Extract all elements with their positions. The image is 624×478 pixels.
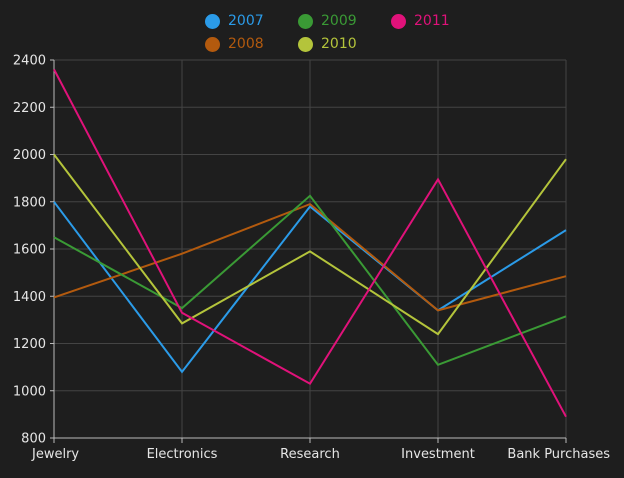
y-tick-label: 800 <box>21 432 46 447</box>
legend-marker-icon <box>205 13 220 29</box>
legend-item-2010[interactable]: 2010 <box>298 34 357 54</box>
y-tick-label: 1200 <box>13 337 46 352</box>
series-line-2011 <box>53 68 567 418</box>
legend-marker-icon <box>298 36 313 52</box>
y-tick-label: 2400 <box>13 54 46 69</box>
legend-label: 2009 <box>321 13 357 29</box>
y-tick-label: 2000 <box>13 148 46 163</box>
y-tick-label: 2200 <box>13 101 46 116</box>
x-tick-label: Jewelry <box>31 447 79 462</box>
y-tick-label: 1800 <box>13 195 46 210</box>
legend-label: 2010 <box>321 36 357 52</box>
legend-label: 2011 <box>414 13 450 29</box>
x-tick-label: Bank Purchases <box>507 447 610 462</box>
legend-marker-icon <box>298 13 313 29</box>
legend-label: 2007 <box>228 13 264 29</box>
series-line-2007 <box>53 201 567 374</box>
y-tick-label: 1600 <box>13 243 46 258</box>
x-tick-label: Electronics <box>147 447 218 462</box>
series-line-2010 <box>53 153 567 336</box>
series-line-2009 <box>53 194 567 367</box>
chart-legend: 2007 2008 2009 2010 2011 <box>0 0 624 56</box>
legend-item-2009[interactable]: 2009 <box>298 11 357 31</box>
x-tick-label: Research <box>280 447 340 462</box>
x-tick-label: Investment <box>401 447 475 462</box>
legend-item-2011[interactable]: 2011 <box>391 11 450 31</box>
y-tick-label: 1000 <box>13 384 46 399</box>
legend-marker-icon <box>391 13 406 29</box>
legend-item-2008[interactable]: 2008 <box>205 34 264 54</box>
legend-label: 2008 <box>228 36 264 52</box>
y-tick-label: 1400 <box>13 290 46 305</box>
legend-marker-icon <box>205 36 220 52</box>
legend-item-2007[interactable]: 2007 <box>205 11 264 31</box>
